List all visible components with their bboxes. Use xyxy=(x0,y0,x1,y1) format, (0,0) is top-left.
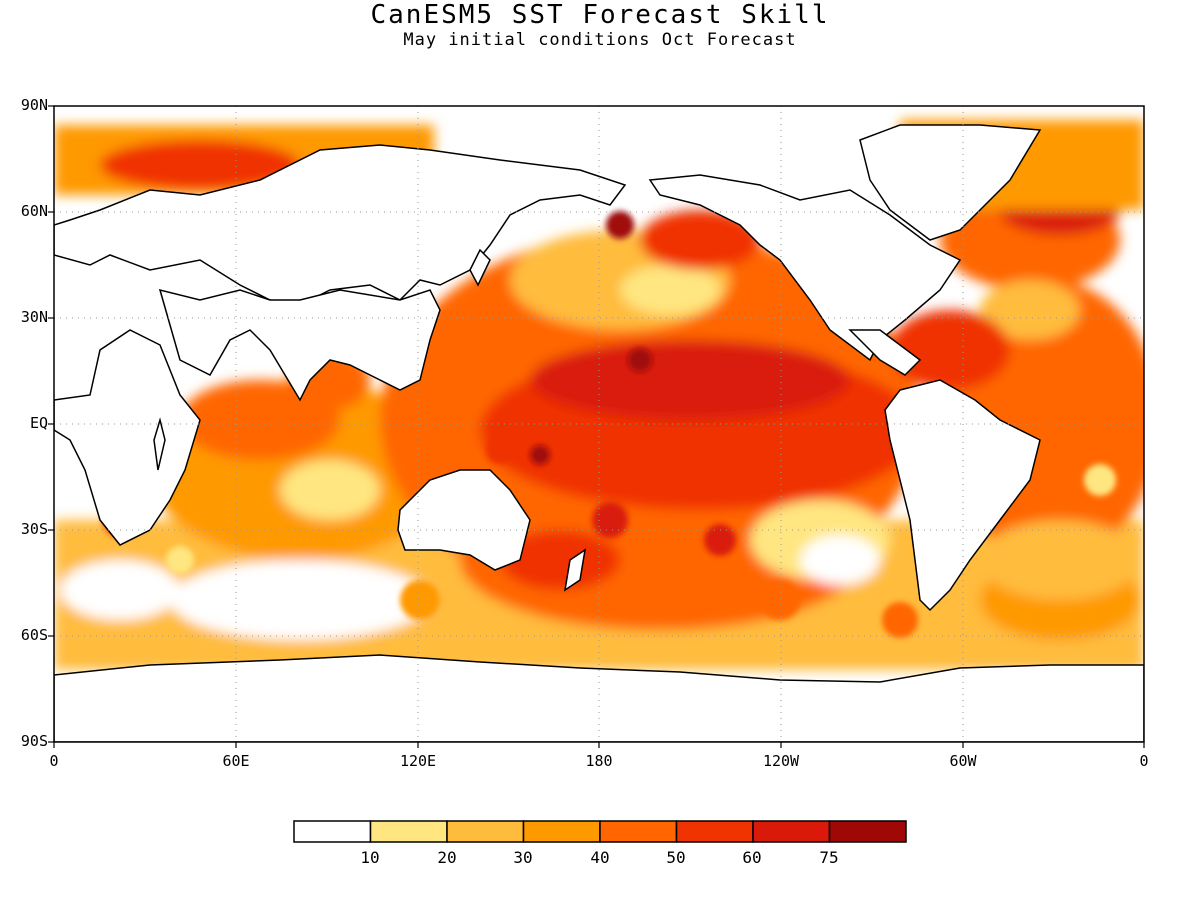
lon-label-120w: 120W xyxy=(762,752,800,770)
map-subtitle: May initial conditions Oct Forecast xyxy=(403,30,797,50)
colorbar-swatch xyxy=(675,820,754,843)
map-title: CanESM5 SST Forecast Skill xyxy=(370,0,830,30)
lon-label-60e: 60E xyxy=(222,752,250,770)
colorbar-swatch xyxy=(599,820,678,843)
landmasses xyxy=(54,124,1144,742)
colorbar-label: 40 xyxy=(590,848,610,867)
lat-label-eq: EQ xyxy=(29,414,48,432)
colorbar-swatch xyxy=(752,820,831,843)
skill-shading xyxy=(54,120,1144,670)
colorbar-swatch xyxy=(369,820,448,843)
lon-label-0-west: 0 xyxy=(49,752,59,770)
tick-marks xyxy=(48,105,1145,748)
graticule xyxy=(54,106,1144,742)
colorbar-label: 20 xyxy=(437,848,457,867)
colorbar-label: 10 xyxy=(360,848,380,867)
colorbar-swatch xyxy=(293,820,372,843)
lat-label-60n: 60N xyxy=(20,202,48,220)
lon-label-60w: 60W xyxy=(949,752,977,770)
lat-label-90n: 90N xyxy=(20,96,48,114)
colorbar-swatch xyxy=(828,820,907,843)
colorbar-label: 50 xyxy=(666,848,686,867)
colorbar xyxy=(293,820,907,843)
colorbar-swatch xyxy=(522,820,601,843)
lat-label-30s: 30S xyxy=(20,520,48,538)
lon-label-180: 180 xyxy=(585,752,613,770)
lat-label-30n: 30N xyxy=(20,308,48,326)
colorbar-label: 75 xyxy=(819,848,839,867)
colorbar-swatch xyxy=(446,820,525,843)
lat-label-60s: 60S xyxy=(20,626,48,644)
lon-label-0-east: 0 xyxy=(1139,752,1149,770)
lat-label-90s: 90S xyxy=(20,732,48,750)
lon-label-120e: 120E xyxy=(399,752,437,770)
colorbar-label: 30 xyxy=(513,848,533,867)
colorbar-label: 60 xyxy=(742,848,762,867)
